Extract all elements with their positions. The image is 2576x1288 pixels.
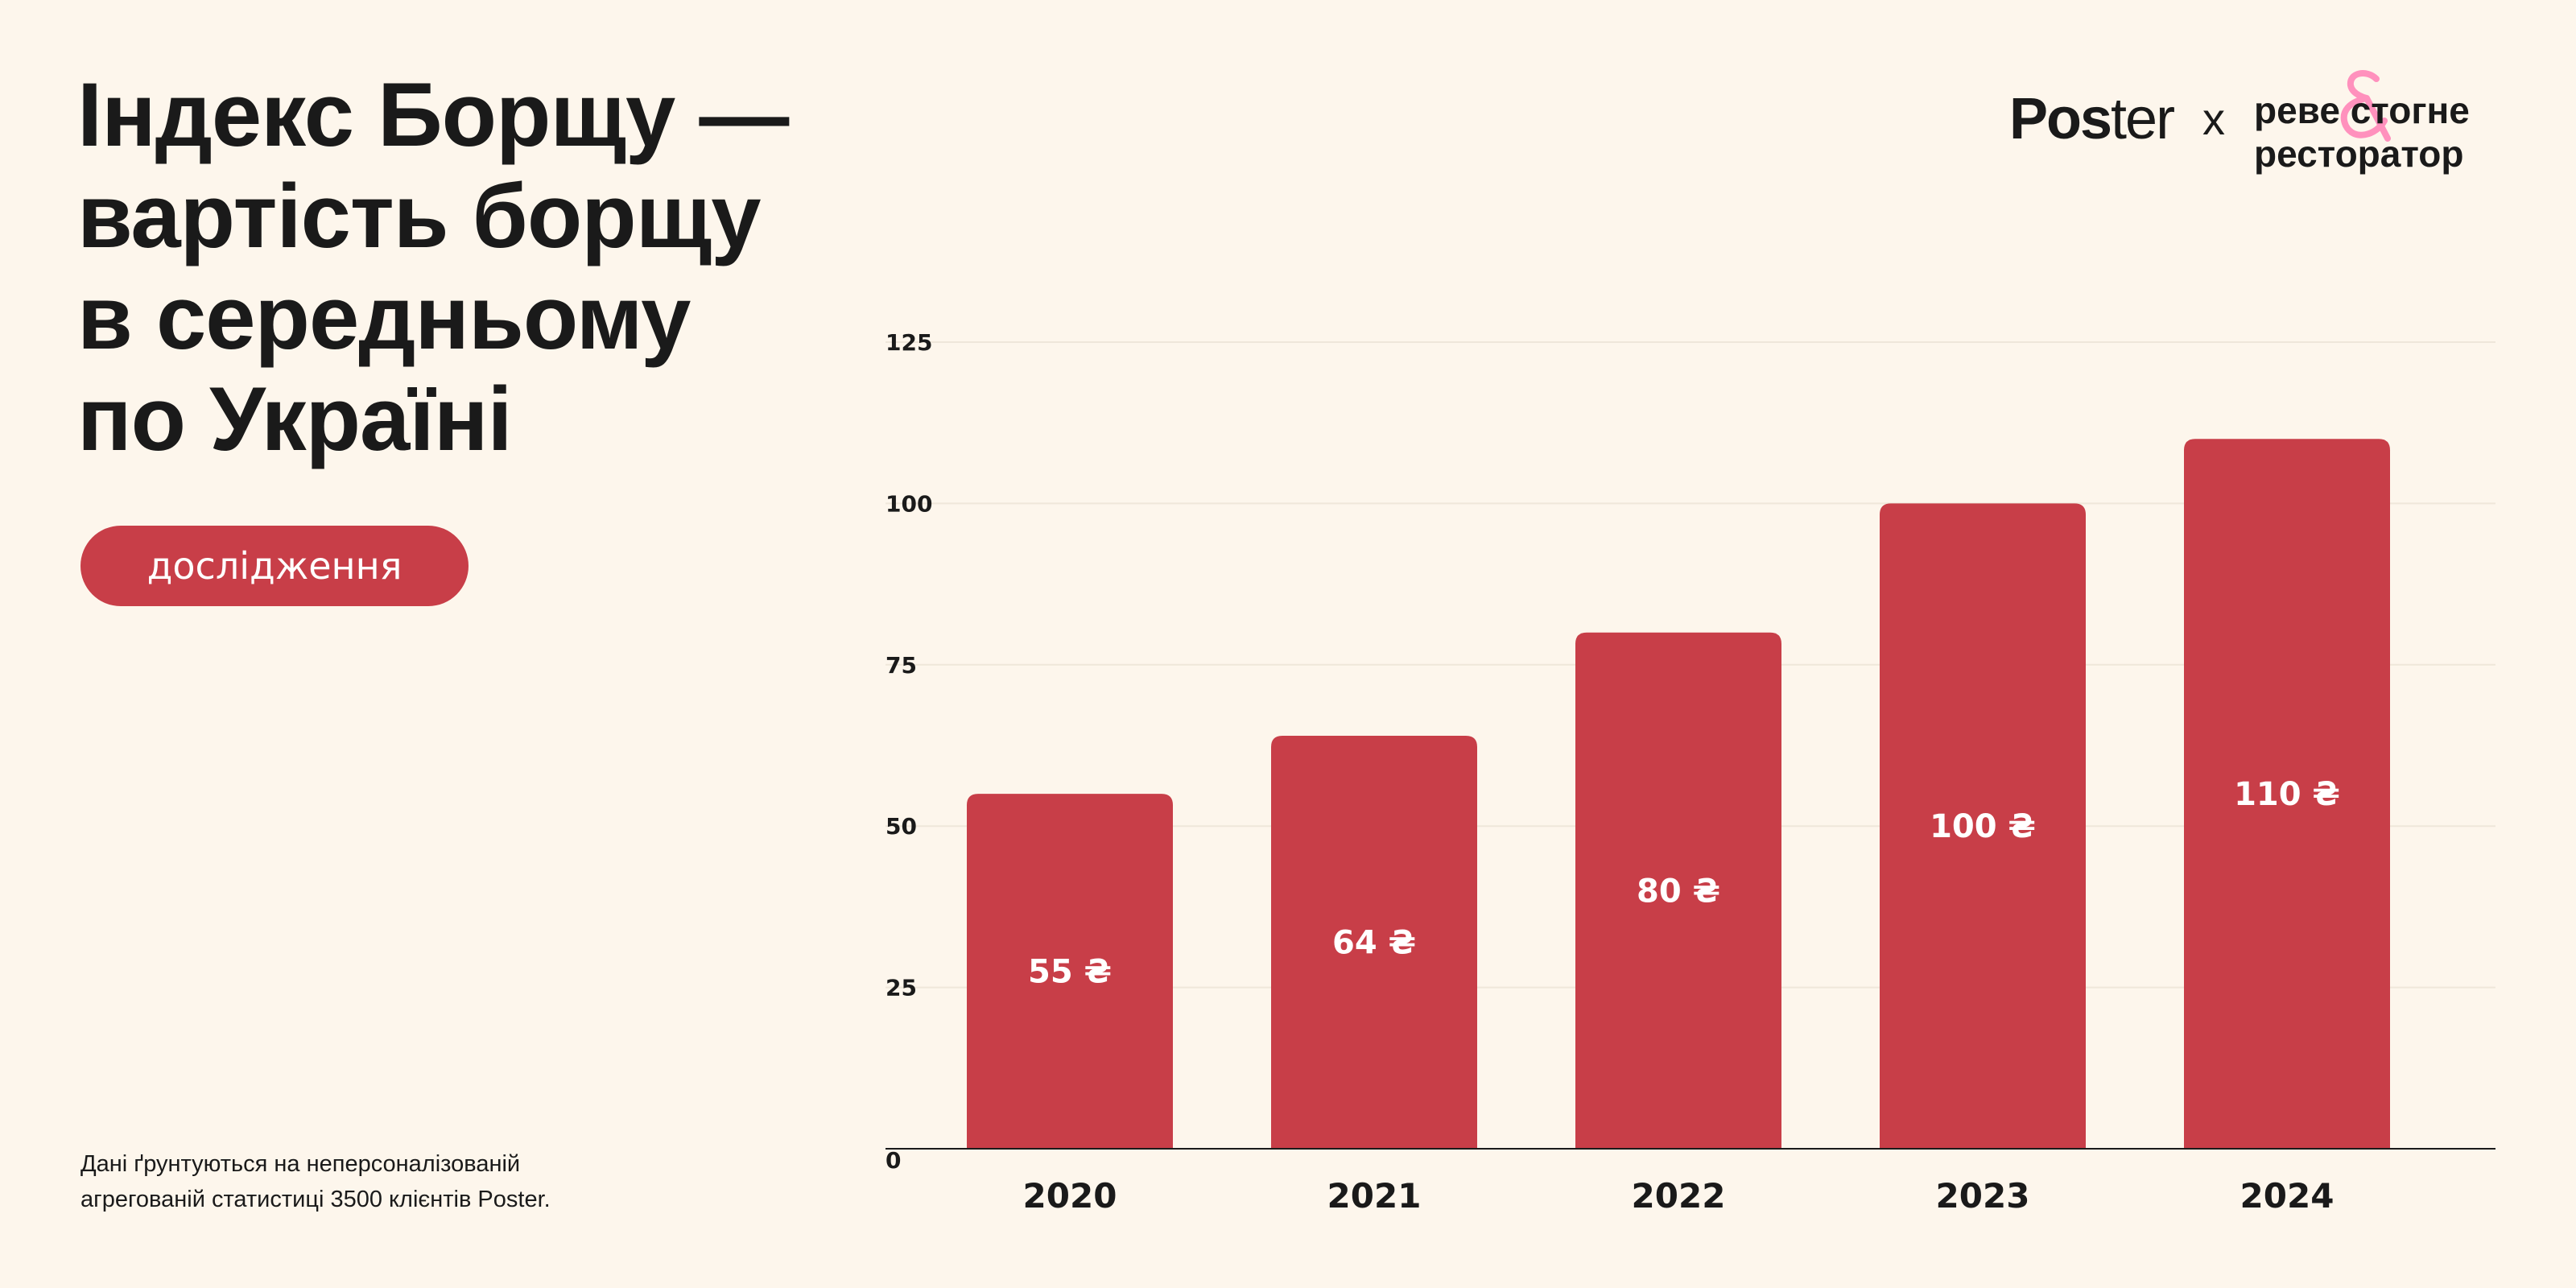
y-tick-label: 50 — [886, 813, 917, 840]
footnote-line: Дані ґрунтуються на неперсоналізованій — [80, 1151, 521, 1177]
y-tick-label: 125 — [886, 329, 932, 356]
bar-value-label: 55 ₴ — [1028, 954, 1112, 991]
research-badge: дослідження — [80, 526, 469, 606]
title-line: Індекс Борщу — — [77, 64, 789, 165]
poster-logo-light: ter — [2111, 87, 2175, 151]
partner-logo-line: ресторатор — [2254, 133, 2464, 175]
title-line: по Україні — [77, 369, 513, 469]
bar — [1271, 735, 1477, 1149]
poster-logo: Poster — [2009, 87, 2175, 151]
x-tick-label: 2023 — [1936, 1176, 2030, 1216]
bar — [2184, 439, 2390, 1149]
bar — [1575, 632, 1781, 1149]
y-tick-label: 75 — [886, 652, 917, 679]
y-tick-label: 100 — [886, 490, 932, 517]
bar-value-label: 64 ₴ — [1332, 924, 1416, 961]
x-tick-label: 2022 — [1632, 1176, 1726, 1216]
logo-separator: x — [2202, 93, 2225, 144]
bar-value-label: 110 ₴ — [2234, 776, 2340, 813]
title-line: в середньому — [77, 267, 691, 368]
page-title: Індекс Борщу — вартість борщу в середньо… — [77, 64, 882, 470]
y-tick-label: 0 — [886, 1147, 901, 1174]
bar — [967, 794, 1173, 1149]
poster-logo-bold: Pos — [2009, 87, 2112, 151]
x-tick-label: 2021 — [1327, 1176, 1422, 1216]
bar — [1880, 503, 2086, 1149]
y-tick-label: 25 — [886, 975, 917, 1001]
partner-logo: реве стогне ресторатор — [2254, 89, 2470, 175]
footnote: Дані ґрунтуються на неперсоналізованій а… — [80, 1146, 551, 1217]
partner-logo-line: реве стогне — [2254, 89, 2470, 131]
title-line: вартість борщу — [77, 166, 761, 266]
bar-value-label: 80 ₴ — [1637, 873, 1720, 910]
x-tick-label: 2024 — [2240, 1176, 2334, 1216]
bar-value-label: 100 ₴ — [1930, 808, 2036, 845]
footnote-line: агрегованій статистиці 3500 клієнтів Pos… — [80, 1187, 551, 1212]
x-tick-label: 2020 — [1023, 1176, 1117, 1216]
